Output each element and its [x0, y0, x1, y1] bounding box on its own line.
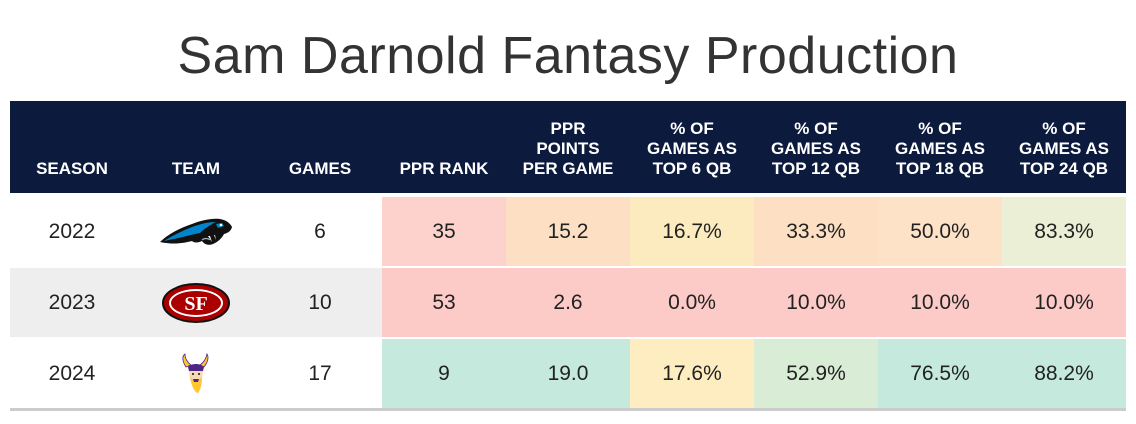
header-ppr-rank: PPR RANK: [399, 159, 489, 178]
header-top6: % OF GAMES AS TOP 6 QB: [646, 119, 738, 178]
cell-games: 17: [308, 361, 332, 385]
production-table: SEASON TEAM GAMES PPR RANK PPR POINTS PE…: [10, 101, 1126, 411]
cell-top6: 16.7%: [630, 197, 754, 266]
cell-games: 6: [314, 219, 326, 243]
cell-top12: 52.9%: [754, 339, 878, 408]
cell-top24: 10.0%: [1002, 268, 1126, 337]
header-top12: % OF GAMES AS TOP 12 QB: [770, 119, 862, 178]
table-row: 2022 6 35 15.2 16.7% 33.3% 50.0% 83.3%: [10, 193, 1126, 266]
cell-ppr-rank: 35: [382, 197, 506, 266]
cell-top12: 10.0%: [754, 268, 878, 337]
cell-ppr-ppg: 15.2: [506, 197, 630, 266]
table-row: 2023 SF 10 53 2.6 0.0% 10.0% 10.0% 10.0%: [10, 266, 1126, 337]
cell-ppr-rank: 53: [382, 268, 506, 337]
cell-top18: 76.5%: [878, 339, 1002, 408]
panthers-logo-icon: [134, 197, 258, 266]
cell-top18: 10.0%: [878, 268, 1002, 337]
cell-ppr-rank: 9: [382, 339, 506, 408]
cell-top6: 17.6%: [630, 339, 754, 408]
cell-top12: 33.3%: [754, 197, 878, 266]
svg-text:SF: SF: [184, 293, 207, 315]
49ers-logo-icon: SF: [134, 268, 258, 337]
cell-top24: 88.2%: [1002, 339, 1126, 408]
cell-season: 2023: [48, 290, 96, 314]
cell-games: 10: [308, 290, 332, 314]
header-top24: % OF GAMES AS TOP 24 QB: [1018, 119, 1110, 178]
cell-top24: 83.3%: [1002, 197, 1126, 266]
header-season: SEASON: [36, 159, 108, 178]
cell-season: 2024: [48, 361, 96, 385]
cell-ppr-ppg: 19.0: [506, 339, 630, 408]
cell-ppr-ppg: 2.6: [506, 268, 630, 337]
header-top18: % OF GAMES AS TOP 18 QB: [894, 119, 986, 178]
cell-season: 2022: [48, 219, 96, 243]
page-title: Sam Darnold Fantasy Production: [177, 27, 959, 85]
header-ppr-ppg: PPR POINTS PER GAME: [522, 119, 614, 178]
header-games: GAMES: [288, 159, 352, 178]
table-header: SEASON TEAM GAMES PPR RANK PPR POINTS PE…: [10, 101, 1126, 193]
vikings-logo-icon: [134, 339, 258, 408]
header-team: TEAM: [171, 159, 221, 178]
table-row: 2024 17 9 19.0 17.6% 52.9% 76.5% 88.2%: [10, 337, 1126, 411]
cell-top6: 0.0%: [630, 268, 754, 337]
cell-top18: 50.0%: [878, 197, 1002, 266]
